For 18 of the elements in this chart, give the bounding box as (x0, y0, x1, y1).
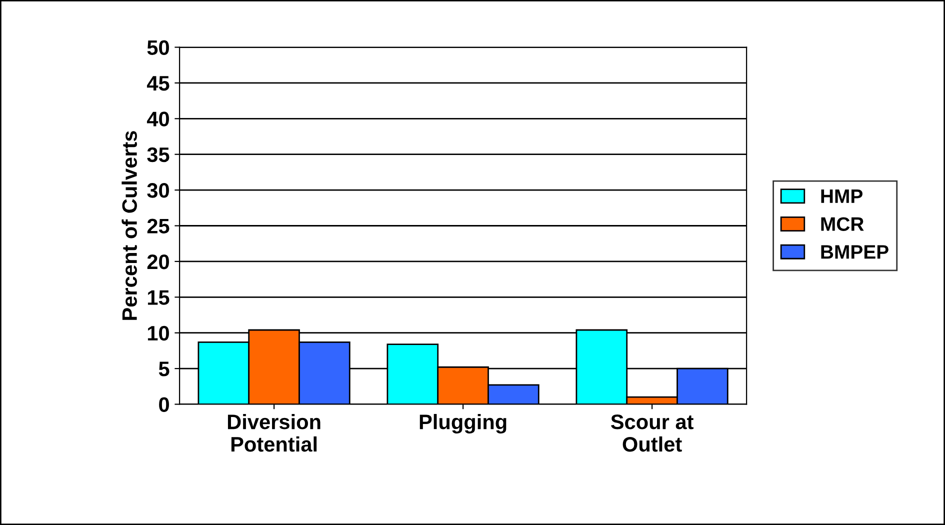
y-tick-label: 50 (147, 40, 169, 56)
y-tick-label: 40 (146, 112, 169, 126)
legend-label: BMPEP (821, 245, 888, 259)
x-tick-label: Plugging (420, 414, 506, 434)
y-tick-label: 30 (147, 183, 169, 198)
legend-label: HMP (821, 190, 862, 203)
x-tick-label: Scour at Outlet (610, 414, 694, 452)
y-axis-title: Percent of Culverts (122, 131, 137, 320)
x-tick-label: Diversion Potential (228, 414, 320, 452)
y-tick-label: 15 (148, 290, 170, 305)
y-tick-label: 45 (146, 76, 170, 91)
y-tick-label: 5 (158, 362, 170, 376)
y-tick-label: 0 (159, 397, 169, 412)
y-tick-label: 20 (147, 254, 169, 270)
y-tick-label: 25 (147, 218, 170, 234)
y-tick-label: 10 (148, 326, 169, 341)
y-tick-label: 35 (147, 147, 170, 162)
legend-label: MCR (821, 217, 864, 231)
